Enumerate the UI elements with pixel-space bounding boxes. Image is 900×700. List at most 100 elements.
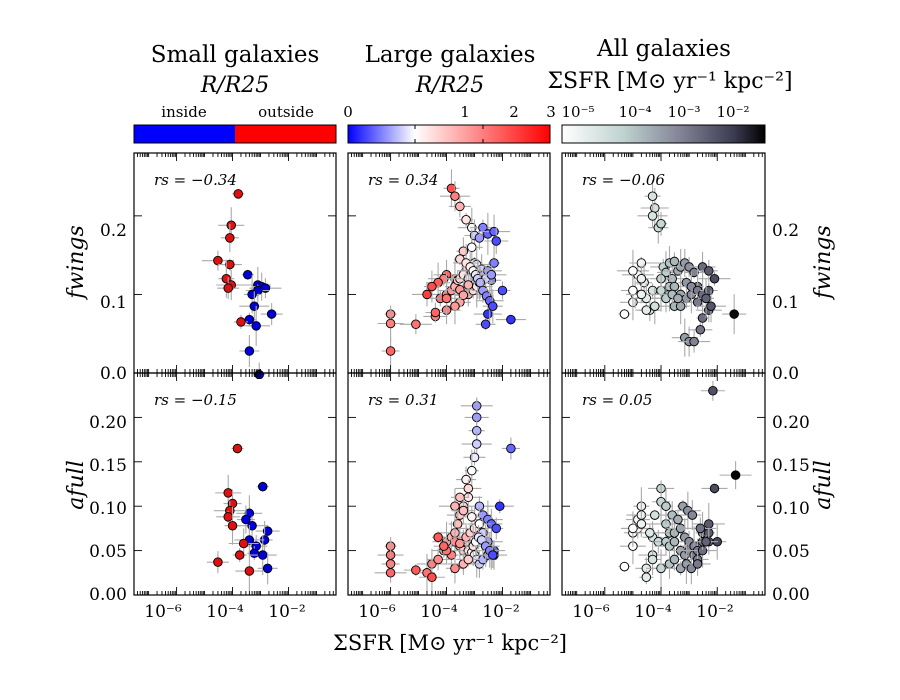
y-tick-label: 0.0 — [100, 364, 127, 384]
colorbar-all-tick-3: 10⁻² — [716, 103, 749, 121]
data-point — [241, 514, 251, 525]
col-subtitle-all: ΣSFR [M⊙ yr⁻¹ kpc⁻²] — [547, 69, 792, 94]
col-title-all: All galaxies — [596, 36, 731, 62]
axes-frame — [561, 372, 766, 596]
data-point — [225, 233, 235, 243]
data-point — [455, 201, 465, 212]
data-point — [636, 273, 647, 284]
data-point — [467, 512, 477, 522]
data-point — [461, 215, 471, 225]
data-point — [673, 514, 683, 525]
data-point — [234, 550, 245, 560]
y-axis-label-top-right: fwings — [811, 225, 836, 301]
col-subtitle-small: R/R25 — [200, 73, 270, 98]
data-point — [709, 273, 720, 284]
data-point — [486, 270, 497, 280]
data-point — [701, 536, 711, 547]
y-tick-label: 0.00 — [89, 585, 127, 605]
correlation-annotation: rs = −0.15 — [154, 391, 237, 409]
data-point — [628, 523, 638, 534]
correlation-annotation: rs = 0.34 — [368, 171, 438, 189]
data-point — [628, 285, 638, 296]
data-point — [669, 554, 680, 565]
data-point — [650, 301, 660, 311]
data-point — [233, 189, 243, 199]
correlation-annotation: rs = 0.31 — [368, 391, 438, 409]
colorbar-large: 0 1 2 3 — [343, 103, 556, 144]
data-point — [446, 183, 457, 194]
data-point — [692, 297, 703, 308]
data-point — [422, 289, 432, 300]
data-point — [656, 285, 666, 296]
data-point — [461, 474, 471, 485]
plot-area — [374, 397, 520, 597]
colorbar-label-outside: outside — [258, 103, 314, 121]
colorbar-large-tick-3: 3 — [546, 103, 556, 121]
y-ticks-bottom-right: 0.00 0.05 0.10 0.15 0.20 — [772, 413, 810, 605]
x-tick-label: 10⁻⁶ — [358, 602, 396, 622]
data-point — [469, 452, 480, 463]
data-point — [458, 246, 469, 256]
data-point — [463, 280, 474, 290]
x-tick-label: 10⁻² — [268, 602, 305, 622]
data-point — [262, 526, 273, 536]
data-point — [439, 541, 449, 551]
data-point — [385, 346, 396, 356]
data-point — [249, 301, 260, 311]
correlation-annotation: rs = 0.05 — [582, 391, 652, 409]
y-tick-label: 0.10 — [89, 499, 127, 519]
plot-area — [377, 169, 526, 365]
colorbar-all-tick-1: 10⁻⁴ — [618, 103, 651, 121]
col-title-large: Large galaxies — [365, 42, 536, 68]
data-point — [262, 563, 273, 574]
data-point — [244, 566, 255, 576]
data-point — [247, 520, 257, 531]
data-point — [491, 523, 502, 534]
data-point — [673, 293, 683, 304]
data-point — [441, 293, 452, 304]
data-point — [251, 321, 261, 331]
data-point — [650, 510, 660, 520]
data-point — [647, 211, 658, 221]
data-point — [650, 203, 660, 213]
data-point — [661, 267, 671, 278]
colorbar-large-tick-0: 0 — [343, 103, 353, 121]
data-point — [227, 520, 238, 531]
data-point — [450, 301, 460, 311]
y-tick-label: 0.20 — [772, 413, 810, 433]
col-subtitle-large: R/R25 — [415, 73, 485, 98]
data-point — [730, 470, 741, 480]
correlation-annotation: rs = −0.06 — [582, 171, 665, 189]
y-ticks-bottom-left: 0.00 0.05 0.10 0.15 0.20 — [89, 413, 127, 605]
colorbar-all-tick-2: 10⁻³ — [667, 103, 700, 121]
data-point — [636, 519, 647, 529]
data-point — [471, 439, 482, 449]
data-point — [467, 465, 477, 476]
x-ticks-col-all: 10⁻⁶ 10⁻⁴ 10⁻² — [572, 602, 733, 622]
data-point — [669, 256, 680, 267]
colorbar-label-inside: inside — [161, 103, 207, 121]
data-point — [706, 301, 716, 311]
data-point — [213, 557, 223, 567]
data-point — [226, 220, 237, 231]
x-tick-label: 10⁻⁶ — [572, 602, 610, 622]
data-point — [641, 305, 652, 315]
panel-small-fwings: rs = −0.34 — [133, 152, 337, 379]
data-point — [669, 536, 680, 547]
data-point — [729, 309, 739, 319]
data-point — [427, 572, 437, 582]
correlation-annotation: rs = −0.34 — [154, 171, 237, 189]
data-point — [458, 505, 469, 516]
data-point — [661, 501, 671, 511]
col-title-small: Small galaxies — [151, 42, 320, 68]
x-tick-label: 10⁻⁴ — [420, 602, 458, 622]
plot-area — [206, 443, 280, 592]
plot-area — [616, 180, 747, 357]
data-point — [433, 532, 443, 543]
y-ticks-top-right: 0.0 0.1 0.2 — [772, 221, 799, 384]
data-point — [695, 325, 706, 335]
data-point — [489, 226, 499, 237]
data-point — [430, 307, 441, 318]
colorbar-large-tick-1: 1 — [460, 103, 470, 121]
data-point — [495, 501, 505, 511]
